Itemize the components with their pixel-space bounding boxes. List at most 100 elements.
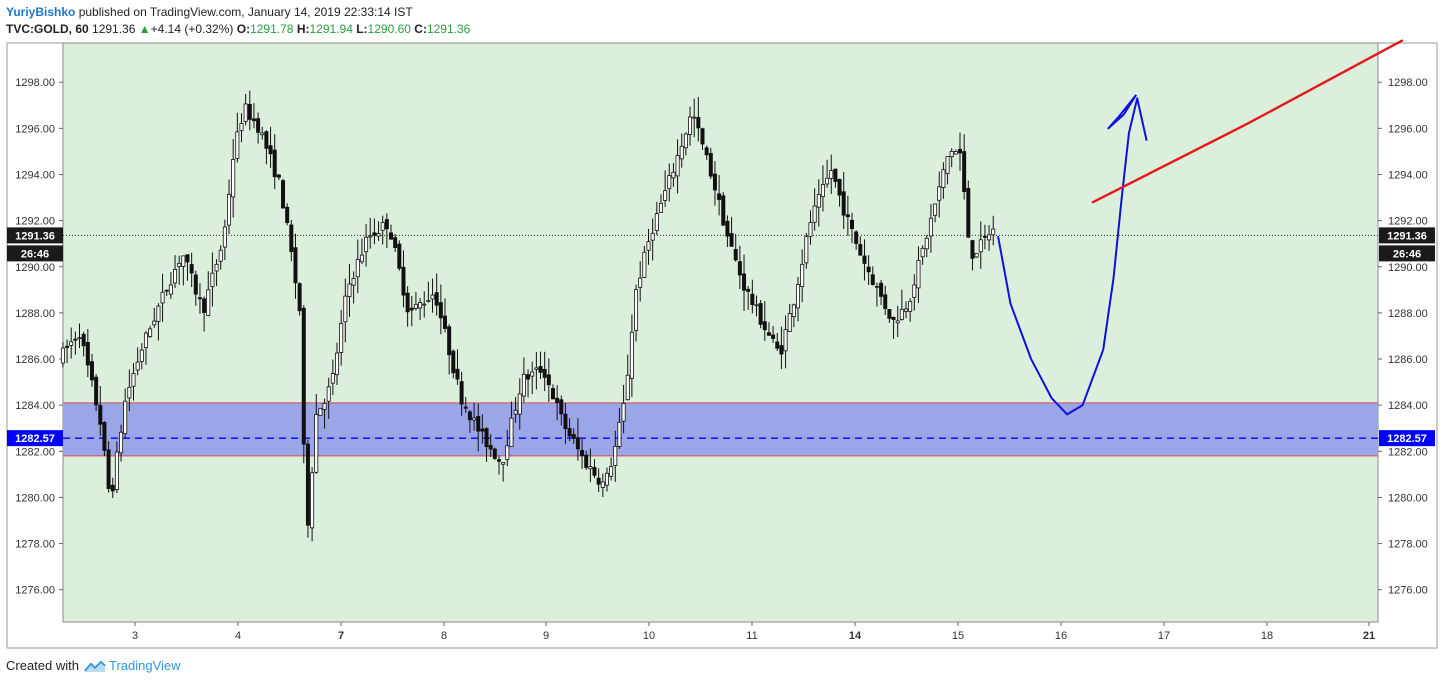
candle-down [982, 235, 987, 238]
candle-up [355, 259, 360, 278]
candle-up [418, 302, 423, 309]
candle-up [617, 421, 622, 447]
candle-up [222, 226, 227, 248]
candle-up [924, 237, 929, 250]
candle-down [596, 477, 601, 485]
candle-up [941, 169, 946, 189]
symbol-name[interactable]: TVC:GOLD, 60 [6, 22, 89, 36]
x-tick-label: 9 [543, 630, 549, 642]
y-tick-label-right: 1298.00 [1388, 77, 1428, 89]
published-text: published on TradingView.com, January 14… [78, 5, 413, 19]
support-tag-right-text: 1282.57 [1387, 433, 1427, 445]
candle-up [127, 386, 132, 399]
candle-up [335, 352, 340, 376]
candle-down [293, 247, 298, 284]
candle-up [634, 289, 639, 331]
y-tick-label-left: 1294.00 [15, 169, 55, 181]
candle-up [812, 205, 817, 223]
candle-up [131, 373, 136, 387]
y-tick-label-right: 1288.00 [1388, 308, 1428, 320]
candle-down [750, 293, 755, 306]
candle-up [534, 367, 539, 370]
candle-down [297, 283, 302, 312]
y-tick-label-right: 1292.00 [1388, 216, 1428, 228]
plot-area [62, 42, 1379, 623]
candle-down [289, 224, 294, 253]
candle-up [376, 233, 381, 237]
candle-up [152, 320, 157, 326]
candle-down [484, 428, 489, 448]
candle-down [970, 240, 975, 259]
candle-up [604, 472, 609, 486]
countdown-tag-left-box [7, 245, 63, 262]
candle-down [405, 292, 410, 313]
candle-down [845, 214, 850, 218]
candle-up [160, 291, 165, 304]
candle-up [937, 186, 942, 201]
candle-down [397, 243, 402, 269]
candle-down [771, 334, 776, 339]
x-tick-label: 3 [132, 630, 138, 642]
candle-up [650, 232, 655, 241]
candle-down [65, 345, 70, 348]
candle-down [496, 459, 501, 462]
candle-up [114, 451, 119, 491]
candle-up [148, 328, 153, 337]
candle-down [438, 302, 443, 319]
candle-up [820, 184, 825, 198]
high-value: 1291.94 [309, 22, 353, 36]
low-label: L: [356, 22, 368, 36]
candle-down [862, 255, 867, 264]
candle-down [301, 307, 306, 445]
candle-down [737, 261, 742, 276]
candle-down [966, 187, 971, 238]
candle-down [409, 307, 414, 311]
tradingview-brand[interactable]: TradingView [108, 658, 181, 673]
candle-down [247, 103, 252, 120]
candle-up [310, 472, 315, 529]
candle-up [667, 175, 672, 190]
support-tag-left-box [7, 430, 63, 447]
x-tick-label: 15 [952, 630, 964, 642]
candle-down [442, 315, 447, 329]
candle-up [351, 278, 356, 286]
last-price-tag-left-text: 1291.36 [15, 230, 55, 242]
y-tick-label-right: 1284.00 [1388, 400, 1428, 412]
candle-down [708, 153, 713, 177]
candle-up [430, 294, 435, 300]
candle-down [467, 411, 472, 421]
y-tick-label-right: 1282.00 [1388, 446, 1428, 458]
symbol-legend: TVC:GOLD, 60 1291.36 ▲+4.14 (+0.32%) O:1… [6, 22, 470, 36]
candle-up [899, 308, 904, 320]
candle-down [580, 449, 585, 457]
candle-up [804, 236, 809, 264]
author-link[interactable]: YuriyBishko [6, 5, 76, 19]
projection-curve [997, 97, 1148, 416]
candle-down [575, 437, 580, 450]
candle-up [505, 445, 510, 460]
candle-up [343, 295, 348, 323]
candle-down [401, 266, 406, 296]
candle-down [251, 118, 256, 122]
candle-up [629, 331, 634, 379]
candle-down [742, 273, 747, 291]
candle-up [214, 263, 219, 272]
candle-up [339, 323, 344, 353]
candle-down [696, 117, 701, 129]
candle-up [642, 251, 647, 278]
candle-up [953, 151, 958, 155]
candle-up [796, 284, 801, 309]
candle-down [276, 174, 281, 178]
last-price-tag-left-box [7, 227, 63, 244]
candle-down [555, 397, 560, 404]
candle-up [912, 284, 917, 298]
candle-up [908, 300, 913, 312]
candle-down [480, 428, 485, 432]
candle-down [891, 316, 896, 320]
candle-up [243, 103, 248, 122]
candle-down [94, 376, 99, 406]
candle-down [870, 274, 875, 286]
candle-up [895, 320, 900, 324]
candle-down [526, 374, 531, 380]
